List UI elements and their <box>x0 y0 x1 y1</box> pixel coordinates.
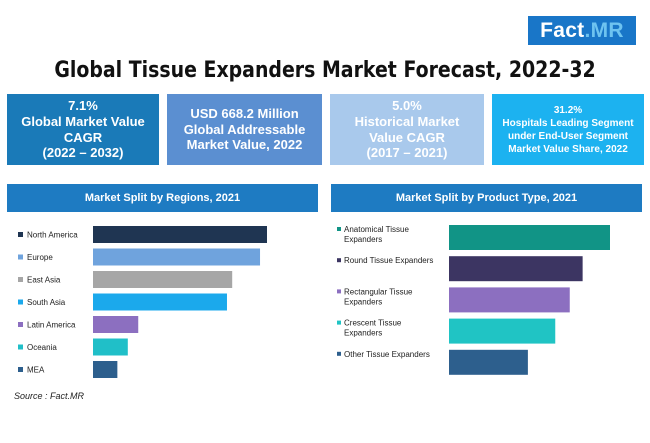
legend-marker <box>18 277 23 282</box>
category-label: Europe <box>27 253 53 262</box>
category-label: Other Tissue Expanders <box>344 350 430 359</box>
kpi-line: Historical Market <box>354 113 460 129</box>
category-label: Rectangular Tissue Expanders <box>344 287 413 306</box>
source-note: Source : Fact.MR <box>14 391 85 401</box>
bar <box>93 361 118 378</box>
kpi-line: (2017 – 2021) <box>366 145 448 161</box>
bar <box>449 318 556 344</box>
legend-marker <box>337 227 341 231</box>
legend-marker <box>18 299 23 305</box>
category-label: Oceania <box>27 343 57 352</box>
bar <box>93 248 261 266</box>
kpi-line: Hospitals Leading Segment <box>502 117 634 129</box>
product-chart-title: Market Split by Product Type, 2021 <box>331 184 642 212</box>
legend-marker <box>18 232 23 237</box>
kpi-line: Value CAGR <box>369 129 445 145</box>
bar <box>93 293 227 311</box>
kpi-line: Global Market Value <box>21 113 145 129</box>
legend-marker <box>337 289 341 294</box>
kpi-line: CAGR <box>63 129 103 145</box>
bar <box>93 338 128 356</box>
bar <box>449 256 583 282</box>
bar <box>93 226 267 243</box>
fact-mr-logo: Fact .MR <box>528 16 636 45</box>
kpi-cagr-forecast: 7.1% Global Market Value CAGR (2022 – 20… <box>7 94 159 165</box>
kpi-line: 31.2% <box>553 104 583 116</box>
kpi-market-value: USD 668.2 Million Global Addressable Mar… <box>167 94 322 165</box>
product-bar-chart: Anatomical Tissue Expanders Round Tissue E… <box>337 225 610 375</box>
legend-marker <box>337 258 341 263</box>
legend-marker <box>18 254 23 260</box>
bar <box>449 287 570 313</box>
bar <box>93 316 139 333</box>
category-label: Round Tissue Expanders <box>344 256 433 265</box>
kpi-hospital-share: 31.2% Hospitals Leading Segment under En… <box>492 94 644 165</box>
logo-main: Fact <box>540 18 585 42</box>
legend-marker <box>337 320 341 325</box>
page-title: Global Tissue Expanders Market Forecast,… <box>54 58 596 83</box>
bar <box>449 225 610 250</box>
region-bar-chart: North America Europe East Asia South Asia La… <box>18 226 267 378</box>
kpi-line: Global Addressable <box>183 121 306 137</box>
category-label: Latin America <box>27 321 76 330</box>
kpi-line: USD 668.2 Million <box>190 106 299 122</box>
bar <box>449 349 528 375</box>
category-label: East Asia <box>27 276 61 285</box>
kpi-line: (2022 – 2032) <box>42 145 124 161</box>
category-label: North America <box>27 231 78 240</box>
kpi-line: Market Value Share, 2022 <box>508 143 628 155</box>
kpi-line: under End-User Segment <box>507 130 629 142</box>
legend-marker <box>337 351 341 356</box>
kpi-line: 7.1% <box>68 98 98 114</box>
kpi-line: Market Value, 2022 <box>186 137 303 153</box>
kpi-historical-cagr: 5.0% Historical Market Value CAGR (2017 … <box>330 94 484 165</box>
legend-marker <box>18 322 23 327</box>
category-label: MEA <box>27 366 45 375</box>
category-label: Anatomical Tissue Expanders <box>344 225 409 244</box>
region-chart-title: Market Split by Regions, 2021 <box>7 184 318 212</box>
category-label: South Asia <box>27 298 66 307</box>
kpi-line: 5.0% <box>392 98 422 114</box>
category-label: Crescent Tissue Expanders <box>344 319 402 338</box>
legend-marker <box>18 367 23 372</box>
legend-marker <box>18 344 23 350</box>
bar <box>93 271 233 288</box>
logo-suffix: .MR <box>584 18 624 42</box>
